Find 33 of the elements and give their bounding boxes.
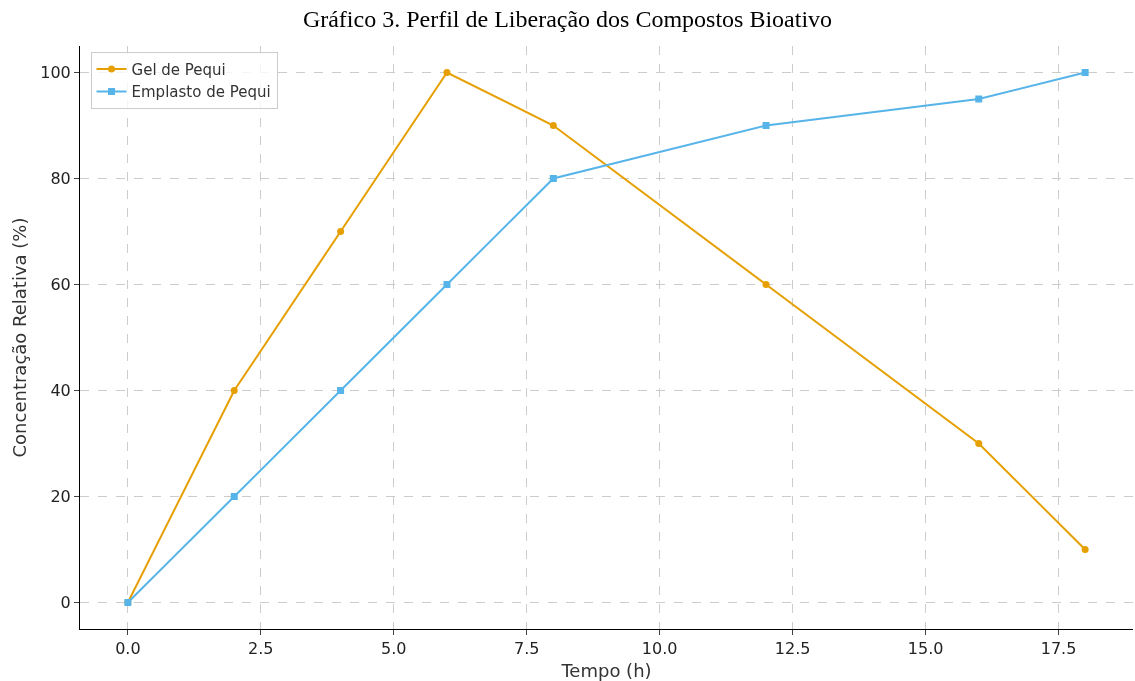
x-tick-label: 0.0 bbox=[115, 639, 141, 659]
x-tick-label: 5.0 bbox=[381, 639, 407, 659]
point bbox=[549, 175, 557, 182]
point bbox=[230, 493, 238, 500]
point bbox=[230, 387, 238, 394]
y-tick-label: 100 bbox=[40, 63, 71, 83]
chart-title: Gráfico 3. Perfil de Liberação dos Compostos Bioativo bbox=[302, 6, 833, 33]
point bbox=[762, 281, 770, 288]
point bbox=[1081, 69, 1089, 76]
y-tick-label: 20 bbox=[50, 487, 71, 507]
x-tick-label: 7.5 bbox=[514, 639, 540, 659]
y-tick-label: 80 bbox=[50, 169, 71, 189]
point bbox=[1081, 546, 1089, 553]
y-axis-title: Concentração Relativa (%) bbox=[9, 217, 31, 458]
x-tick-label: 10.0 bbox=[641, 639, 678, 659]
point bbox=[975, 95, 983, 103]
x-tick-label: 17.5 bbox=[1040, 639, 1077, 659]
legend-label: Gel de Pequi bbox=[131, 60, 226, 79]
point bbox=[443, 281, 451, 288]
x-tick-label: 12.5 bbox=[774, 639, 811, 659]
x-tick-label: 15.0 bbox=[907, 639, 944, 659]
y-tick-label: 60 bbox=[50, 275, 71, 295]
point bbox=[762, 122, 770, 129]
point bbox=[549, 122, 557, 129]
y-tick-label: 0 bbox=[60, 593, 71, 613]
point bbox=[443, 69, 451, 76]
point bbox=[975, 440, 983, 447]
legend-label: Emplasto de Pequi bbox=[131, 83, 271, 102]
point bbox=[337, 228, 345, 235]
point bbox=[337, 387, 345, 394]
y-tick-label: 40 bbox=[50, 381, 71, 401]
x-axis-title: Tempo (h) bbox=[560, 660, 652, 681]
x-tick-label: 2.5 bbox=[248, 639, 274, 659]
